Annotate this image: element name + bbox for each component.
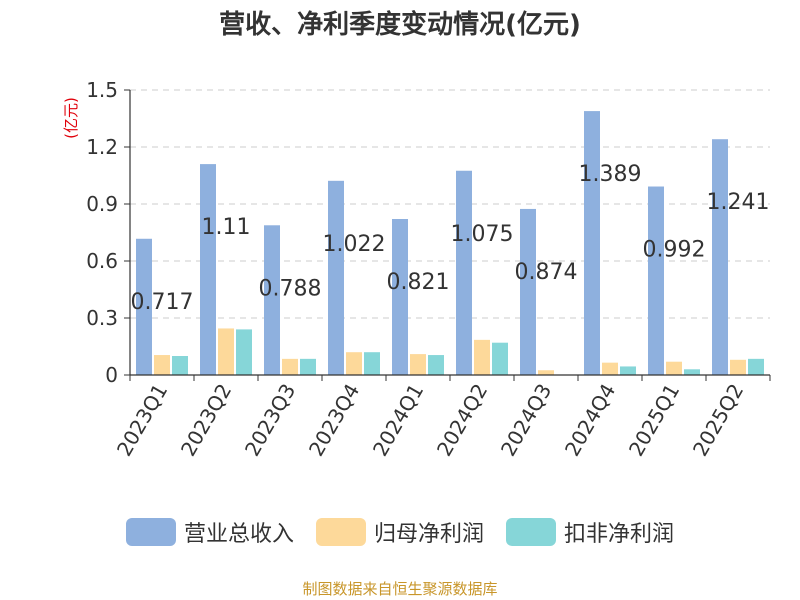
bar-归母净利润-2023Q3 <box>282 358 298 375</box>
data-label: 0.821 <box>387 270 450 295</box>
bar-营业总收入-2023Q2 <box>200 164 216 375</box>
bar-归母净利润-2024Q4 <box>602 362 618 375</box>
bar-归母净利润-2024Q1 <box>410 354 426 375</box>
legend: 营业总收入 归母净利润 扣非净利润 <box>0 516 800 548</box>
data-label: 1.022 <box>323 232 386 257</box>
bar-扣非净利润-2023Q1 <box>172 356 188 375</box>
bar-扣非净利润-2025Q2 <box>748 358 764 375</box>
bar-扣非净利润-2024Q1 <box>428 355 444 375</box>
bar-归母净利润-2023Q2 <box>218 328 234 375</box>
legend-label-net-profit: 归母净利润 <box>373 522 484 547</box>
data-label: 0.788 <box>259 276 322 301</box>
x-tick-label: 2024Q2 <box>432 380 492 461</box>
bar-营业总收入-2024Q2 <box>456 170 472 375</box>
x-tick-label: 2023Q2 <box>176 380 236 461</box>
y-tick-label: 0.9 <box>86 192 118 216</box>
x-tick-label: 2024Q3 <box>496 380 556 461</box>
x-tick-label: 2023Q4 <box>304 380 364 461</box>
bar-归母净利润-2025Q1 <box>666 361 682 375</box>
chart-title: 营收、净利季度变动情况(亿元) <box>219 10 581 40</box>
x-tick-label: 2024Q1 <box>368 380 428 461</box>
y-tick-label: 0 <box>105 363 118 387</box>
y-axis-label: (亿元) <box>62 97 80 139</box>
legend-item-revenue[interactable]: 营业总收入 <box>125 516 294 548</box>
bar-扣非净利润-2023Q2 <box>236 329 252 375</box>
data-label: 1.11 <box>202 215 251 240</box>
bar-归母净利润-2023Q1 <box>154 355 170 375</box>
bar-营业总收入-2025Q2 <box>712 139 728 375</box>
bar-营业总收入-2023Q3 <box>264 225 280 375</box>
source-note: 制图数据来自恒生聚源数据库 <box>302 580 498 598</box>
data-label: 0.717 <box>131 290 194 315</box>
data-label: 1.389 <box>579 162 642 187</box>
bar-营业总收入-2024Q4 <box>584 111 600 375</box>
bar-扣非净利润-2023Q4 <box>364 352 380 375</box>
y-tick-label: 1.5 <box>86 78 118 102</box>
bar-归母净利润-2025Q2 <box>730 359 746 375</box>
bar-扣非净利润-2023Q3 <box>300 358 316 375</box>
bars <box>136 111 764 375</box>
legend-swatch-deducted-net-profit <box>506 518 556 546</box>
legend-item-deducted-net-profit[interactable]: 扣非净利润 <box>506 516 674 548</box>
legend-label-deducted-net-profit: 扣非净利润 <box>564 522 675 547</box>
data-label: 0.992 <box>643 238 706 263</box>
data-label: 1.241 <box>707 190 770 215</box>
bar-归母净利润-2024Q2 <box>474 339 490 375</box>
bar-营业总收入-2025Q1 <box>648 186 664 375</box>
data-label: 1.075 <box>451 222 514 247</box>
y-tick-label: 0.3 <box>86 306 118 330</box>
bar-营业总收入-2024Q1 <box>392 219 408 375</box>
legend-swatch-net-profit <box>315 518 366 546</box>
bar-归母净利润-2024Q3 <box>538 370 554 375</box>
legend-item-net-profit[interactable]: 归母净利润 <box>315 516 484 548</box>
y-tick-label: 0.6 <box>86 249 118 273</box>
gridlines <box>130 89 770 319</box>
x-tick-label: 2024Q4 <box>560 380 620 461</box>
bar-营业总收入-2023Q1 <box>136 238 152 375</box>
x-tick-label: 2023Q1 <box>112 380 172 461</box>
bar-营业总收入-2023Q4 <box>328 180 344 375</box>
legend-swatch-revenue <box>125 518 176 546</box>
legend-label-revenue: 营业总收入 <box>183 522 294 547</box>
bar-扣非净利润-2024Q4 <box>620 366 636 375</box>
bar-扣非净利润-2025Q1 <box>684 369 700 375</box>
y-tick-label: 1.2 <box>86 135 118 159</box>
bar-归母净利润-2023Q4 <box>346 352 362 375</box>
x-tick-label: 2023Q3 <box>240 380 300 461</box>
bar-扣非净利润-2024Q2 <box>492 342 508 375</box>
bar-营业总收入-2024Q3 <box>520 208 536 375</box>
x-tick-label: 2025Q1 <box>624 380 684 461</box>
data-label: 0.874 <box>515 260 578 285</box>
x-tick-label: 2025Q2 <box>688 380 748 461</box>
